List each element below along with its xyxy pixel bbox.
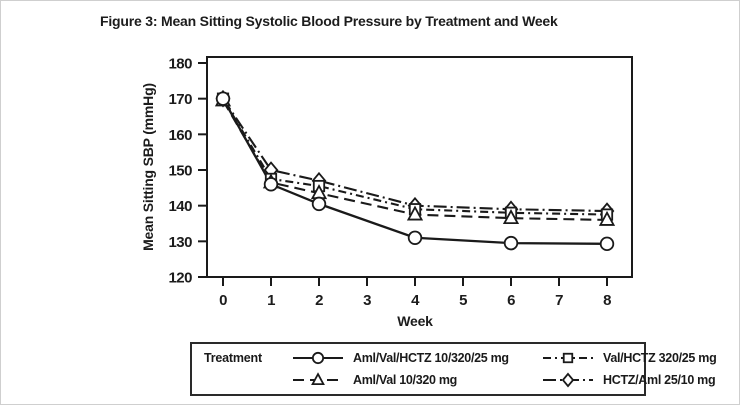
- x-tick-label: 1: [267, 292, 275, 309]
- series-markers-diamond: [215, 89, 615, 220]
- legend-entry-hctz-aml: HCTZ/Aml 25/10 mg: [542, 372, 716, 388]
- legend-label: HCTZ/Aml 25/10 mg: [603, 373, 716, 387]
- legend-swatch-diamond-dashdot-icon: [543, 372, 593, 388]
- legend-swatch-circle-solid-icon: [293, 351, 343, 365]
- figure-title: Figure 3: Mean Sitting Systolic Blood Pr…: [100, 13, 558, 29]
- legend-label: Aml/Val 10/320 mg: [353, 373, 457, 387]
- legend-entry-aml-val: Aml/Val 10/320 mg: [292, 372, 542, 388]
- series-markers-circle: [215, 91, 615, 252]
- x-tick-label: 2: [315, 292, 323, 309]
- y-tick-label: 170: [168, 91, 192, 108]
- legend-label: Val/HCTZ 320/25 mg: [603, 351, 717, 365]
- legend-label: Aml/Val/HCTZ 10/320/25 mg: [353, 351, 509, 365]
- y-tick-label: 130: [168, 234, 192, 251]
- legend-title: Treatment: [204, 351, 262, 365]
- x-tick-label: 3: [363, 292, 371, 309]
- x-tick-label: 0: [219, 292, 227, 309]
- y-tick-label: 150: [168, 163, 192, 180]
- x-tick-label: 5: [459, 292, 467, 309]
- legend-swatch-square-dashdot-icon: [543, 352, 593, 364]
- x-tick-label: 4: [411, 292, 420, 309]
- legend-entry-aml-val-hctz: Aml/Val/HCTZ 10/320/25 mg: [292, 350, 542, 366]
- y-tick-label: 140: [168, 198, 192, 215]
- x-axis-title: Week: [397, 313, 433, 329]
- legend-swatch-triangle-dashed-icon: [293, 372, 343, 385]
- x-tick-label: 8: [603, 292, 611, 309]
- y-tick-label: 180: [168, 56, 192, 73]
- legend-box: Treatment Aml/Val/HCTZ 10/320/25 mg Aml/…: [190, 342, 717, 396]
- x-tick-label: 7: [555, 292, 563, 309]
- y-tick-label: 160: [168, 127, 192, 144]
- legend-entry-val-hctz: Val/HCTZ 320/25 mg: [542, 350, 717, 366]
- y-axis-title: Mean Sitting SBP (mmHg): [140, 83, 156, 251]
- y-tick-label: 120: [168, 270, 192, 287]
- line-chart: 120 130 140 150 160 170 180 0 1 2 3 4 5 6 7 8 Week Mean S…: [140, 56, 633, 329]
- x-tick-label: 6: [507, 292, 515, 309]
